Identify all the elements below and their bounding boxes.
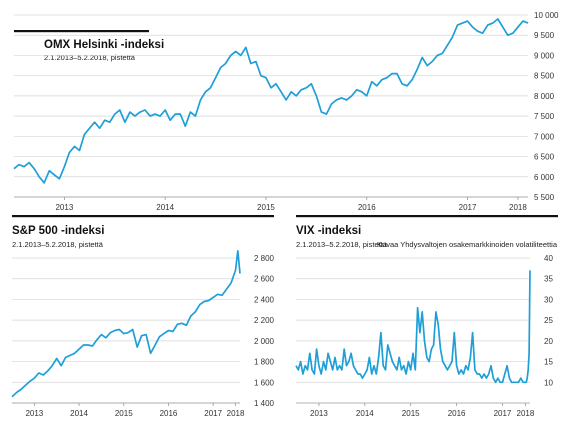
x-tick-label: 2018	[517, 409, 535, 418]
x-tick-label: 2014	[356, 409, 374, 418]
y-tick-label: 9 000	[534, 51, 555, 60]
y-tick-label: 9 500	[534, 31, 555, 40]
y-tick-label: 7 500	[534, 112, 555, 121]
x-tick-label: 2018	[227, 409, 245, 418]
y-tick-label: 2 800	[254, 254, 275, 263]
y-tick-label: 10	[544, 378, 553, 387]
omx-subtitle: 2.1.2013–5.2.2018, pistettä	[44, 53, 136, 62]
omx-y-tick-labels: 5 500 6 000 6 500 7 000 7 500 8 000 8 500 9 000…	[534, 11, 559, 202]
x-tick-label: 2013	[310, 409, 328, 418]
y-tick-label: 10 000	[534, 11, 559, 20]
x-tick-label: 2018	[509, 203, 527, 212]
y-tick-label: 40	[544, 254, 553, 263]
omx-x-tick-labels: 2013 2014 2015 2016 2017 2018	[55, 197, 527, 212]
y-tick-label: 1 400	[254, 399, 275, 408]
omx-panel: OMX Helsinki -indeksi 2.1.2013–5.2.2018,…	[13, 11, 559, 212]
omx-title-rule	[14, 30, 149, 33]
sp500-series-line	[11, 249, 241, 398]
sp500-title: S&P 500 -indeksi	[12, 225, 104, 237]
omx-title: OMX Helsinki -indeksi	[44, 39, 164, 51]
vix-annotation: Kuvaa Yhdysvaltojen osakemarkkinoiden vo…	[377, 240, 558, 249]
y-tick-label: 5 500	[534, 193, 555, 202]
sp500-y-tick-labels: 1 400 1 600 1 800 2 000 2 200 2 400 2 600 2 800	[254, 254, 275, 408]
sp500-x-tick-labels: 2013 2014 2015 2016 2017 2018	[25, 403, 245, 418]
vix-subtitle: 2.1.2013–5.2.2018, pistettä	[296, 240, 388, 249]
x-tick-label: 2013	[55, 203, 73, 212]
y-tick-label: 7 000	[534, 132, 555, 141]
x-tick-label: 2014	[156, 203, 174, 212]
x-tick-label: 2013	[25, 409, 43, 418]
vix-series-line	[295, 270, 531, 384]
x-tick-label: 2016	[358, 203, 376, 212]
y-tick-label: 35	[544, 275, 553, 284]
vix-title: VIX -indeksi	[296, 225, 361, 237]
sp500-subtitle: 2.1.2013–5.2.2018, pistettä	[12, 240, 104, 249]
y-tick-label: 30	[544, 295, 553, 304]
y-tick-label: 1 600	[254, 378, 275, 387]
sp500-panel: S&P 500 -indeksi 2.1.2013–5.2.2018, pist…	[11, 215, 275, 418]
sp500-title-rule	[12, 215, 274, 218]
x-tick-label: 2014	[70, 409, 88, 418]
y-tick-label: 1 800	[254, 358, 275, 367]
y-tick-label: 2 000	[254, 337, 275, 346]
y-tick-label: 25	[544, 316, 553, 325]
x-tick-label: 2015	[257, 203, 275, 212]
y-tick-label: 8 000	[534, 92, 555, 101]
x-tick-label: 2016	[160, 409, 178, 418]
x-tick-label: 2017	[494, 409, 512, 418]
vix-gridlines	[296, 257, 530, 404]
y-tick-label: 2 400	[254, 295, 275, 304]
y-tick-label: 6 000	[534, 173, 555, 182]
y-tick-label: 8 500	[534, 72, 555, 81]
x-tick-label: 2015	[115, 409, 133, 418]
y-tick-label: 6 500	[534, 153, 555, 162]
x-tick-label: 2017	[459, 203, 477, 212]
vix-title-rule	[296, 215, 558, 218]
omx-gridlines	[14, 14, 528, 198]
y-tick-label: 2 600	[254, 275, 275, 284]
vix-panel: VIX -indeksi 2.1.2013–5.2.2018, pistettä…	[295, 215, 558, 418]
x-tick-label: 2017	[204, 409, 222, 418]
omx-series-line	[13, 18, 529, 184]
x-tick-label: 2016	[448, 409, 466, 418]
x-tick-label: 2015	[402, 409, 420, 418]
sp500-gridlines	[12, 257, 240, 404]
vix-y-tick-labels: 10 15 20 25 30 35 40	[544, 254, 553, 387]
y-tick-label: 20	[544, 337, 553, 346]
y-tick-label: 2 200	[254, 316, 275, 325]
vix-x-tick-labels: 2013 2014 2015 2016 2017 2018	[310, 403, 535, 418]
y-tick-label: 15	[544, 358, 553, 367]
